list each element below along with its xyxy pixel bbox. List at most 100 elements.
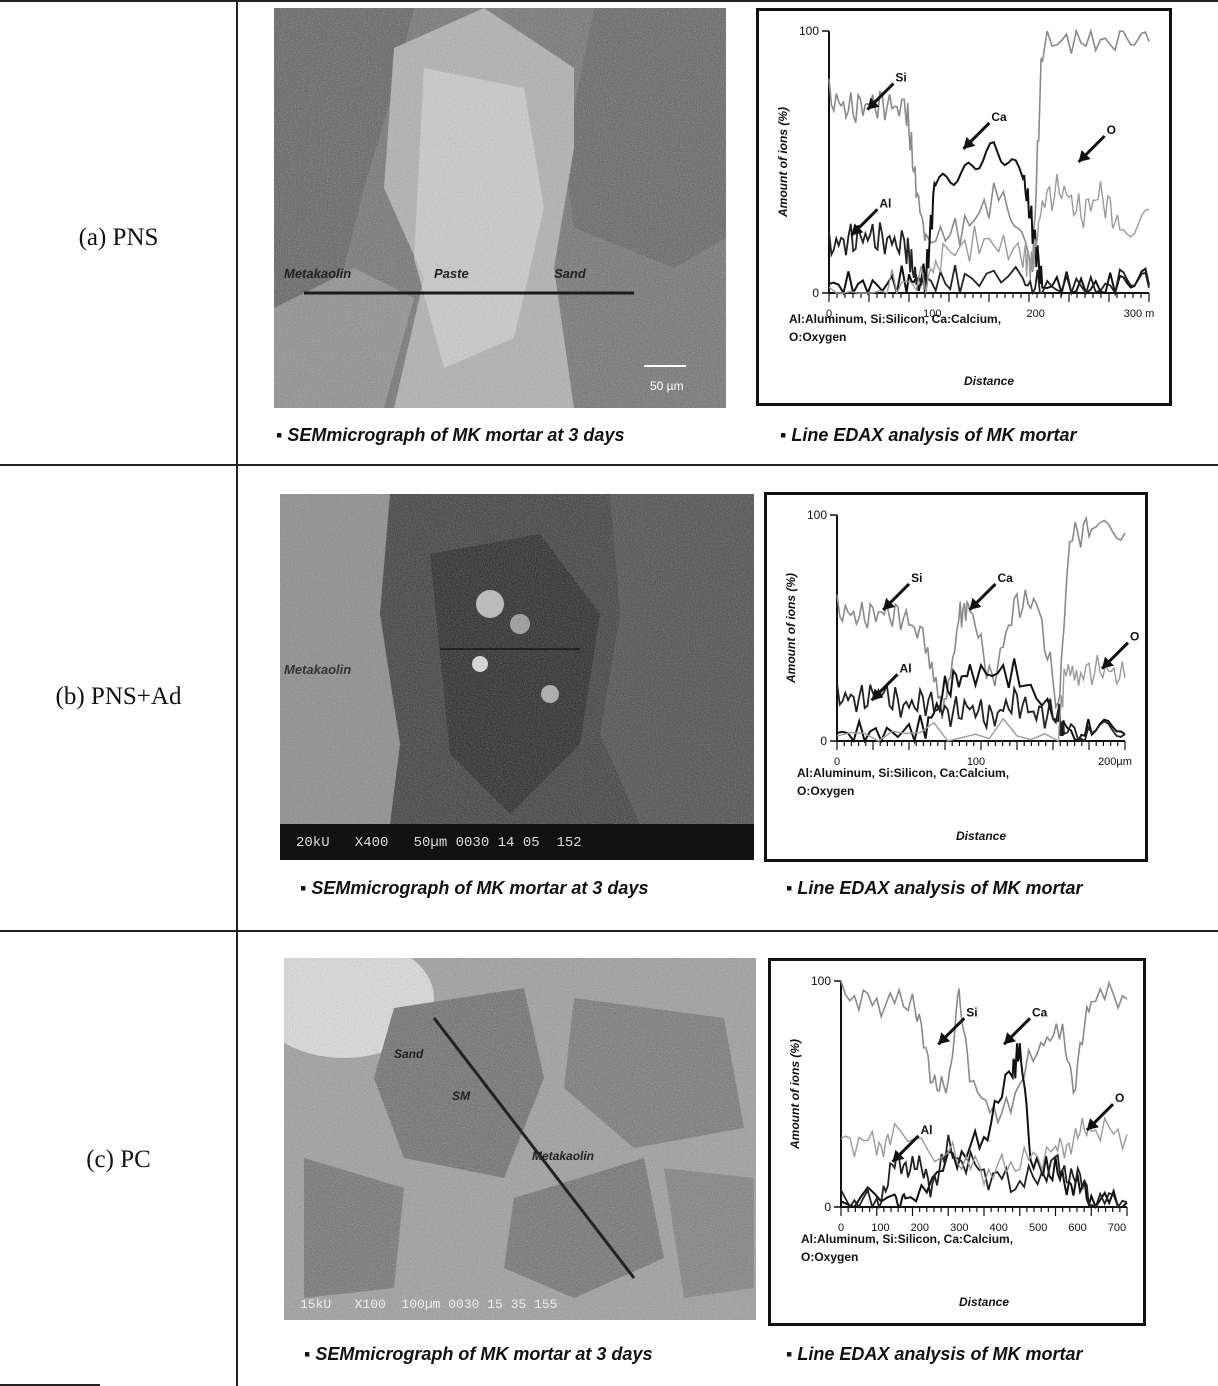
edax-chart-pns: 100 0 0 100 200 300 m Amount of ions (%) Si Ca Al… (756, 8, 1172, 406)
sem-label-metakaolin: Metakaolin (284, 266, 351, 281)
sem-label-metakaolin: Metakaolin (532, 1149, 594, 1163)
y-tick-label: 0 (820, 734, 827, 748)
x-tick-label: 200 (1026, 308, 1044, 320)
row-divider-2 (0, 930, 1218, 932)
x-tick-label: 200 (911, 1222, 929, 1234)
series-line-al (840, 1134, 1128, 1210)
row-label-pns: (a) PNS (78, 224, 159, 251)
y-tick-label: 0 (812, 286, 819, 300)
legend-line: Al:Aluminum, Si:Silicon, Ca:Calcium, (797, 766, 1009, 780)
y-axis-label: Amount of ions (%) (776, 107, 790, 218)
series-line-o (828, 173, 1150, 296)
y-tick-label: 100 (799, 24, 819, 38)
sem-caption-text: SEMmicrograph of MK mortar at 3 days (311, 878, 649, 898)
x-tick-label: 600 (1068, 1222, 1086, 1234)
edax-chart-pc: 100 0 0 100 200 300 400 500 600 700 Amount of ions… (768, 958, 1146, 1326)
annotation-label-al: Al (879, 196, 891, 210)
x-tick-label: 0 (838, 1222, 844, 1234)
annotation-label-si: Si (895, 71, 906, 85)
x-axis-label: Distance (964, 374, 1014, 388)
sem-info-strip: 15kU X100 100µm 0030 15 35 155 (300, 1297, 557, 1312)
x-tick-label: 100 (923, 308, 941, 320)
y-tick-label: 100 (811, 974, 831, 988)
x-tick-label: 300 (950, 1222, 968, 1234)
annotation-arrowhead-ca (969, 597, 982, 610)
sem-label-paste: Paste (434, 266, 469, 281)
sem-caption-pc: ▪ SEMmicrograph of MK mortar at 3 days (304, 1344, 653, 1364)
sem-info-strip: 20kU X400 50µm 0030 14 05 152 (296, 835, 582, 851)
x-tick-label: 0 (826, 308, 832, 320)
sem-caption-text: SEMmicrograph of MK mortar at 3 days (315, 1344, 653, 1364)
annotation-arrowhead-al (851, 223, 864, 236)
annotation-arrowhead-ca (963, 136, 976, 149)
legend-line: Al:Aluminum, Si:Silicon, Ca:Calcium, (789, 312, 1001, 326)
series-line-si (840, 980, 1128, 1126)
series-line-al (836, 683, 1126, 743)
edax-caption-text: Line EDAX analysis of MK mortar (797, 878, 1083, 898)
series-line-ca (836, 658, 1126, 745)
x-axis-label: Distance (959, 1295, 1009, 1309)
annotation-arrowhead-si (867, 97, 880, 110)
annotation-label-ca: Ca (1032, 1005, 1048, 1019)
annotation-arrowhead-si (938, 1032, 951, 1045)
annotation-arrowhead-o (1086, 1118, 1099, 1131)
table-border-top (0, 0, 1218, 2)
sem-caption-text: SEMmicrograph of MK mortar at 3 days (287, 425, 625, 445)
annotation-arrowhead-si (883, 597, 896, 610)
annotation-arrowhead-o (1078, 150, 1091, 162)
annotation-label-o: O (1107, 123, 1116, 137)
x-tick-label: 100 (967, 756, 985, 768)
x-tick-label: 0 (834, 756, 840, 768)
sem-label-sand: Sand (394, 1047, 424, 1061)
edax-caption-pc: ▪ Line EDAX analysis of MK mortar (786, 1344, 1083, 1364)
legend-line: O:Oxygen (797, 784, 854, 798)
annotation-label-si: Si (966, 1005, 977, 1019)
sem-caption-pns: ▪ SEMmicrograph of MK mortar at 3 days (276, 425, 625, 445)
annotation-label-o: O (1115, 1091, 1124, 1105)
sem-caption-pns-ad: ▪ SEMmicrograph of MK mortar at 3 days (300, 878, 649, 898)
x-tick-label: 400 (990, 1222, 1008, 1234)
x-tick-label: 700 (1108, 1222, 1126, 1234)
y-axis-label: Amount of ions (%) (784, 573, 798, 684)
sem-label-sm: SM (452, 1089, 471, 1103)
annotation-label-al: Al (920, 1123, 932, 1137)
edax-caption-pns-ad: ▪ Line EDAX analysis of MK mortar (786, 878, 1083, 898)
y-axis-label: Amount of ions (%) (788, 1039, 802, 1150)
series-line-al (828, 222, 1150, 297)
x-tick-label: 200µm (1098, 756, 1132, 768)
annotation-label-o: O (1130, 630, 1139, 644)
series-line-o (836, 654, 1126, 743)
column-divider (236, 0, 238, 1386)
series-line-o (840, 1116, 1128, 1188)
annotation-arrowhead-al (892, 1149, 905, 1162)
sem-label-metakaolin: Metakaolin (284, 662, 351, 677)
annotation-arrowhead-o (1101, 656, 1114, 669)
y-tick-label: 0 (824, 1200, 831, 1214)
legend-line: O:Oxygen (789, 330, 846, 344)
y-tick-label: 100 (807, 508, 827, 522)
x-tick-label: 500 (1029, 1222, 1047, 1234)
legend-line: O:Oxygen (801, 1250, 858, 1264)
row-label-pc: (c) PC (86, 1146, 151, 1173)
row-label-pns-ad: (b) PNS+Ad (55, 683, 182, 710)
series-line-ca (828, 140, 1150, 297)
row-divider-1 (0, 464, 1218, 466)
series-line-si (828, 28, 1150, 272)
legend-line: Al:Aluminum, Si:Silicon, Ca:Calcium, (801, 1232, 1013, 1246)
sem-scalebar-label: 50 µm (650, 379, 684, 393)
annotation-arrowhead-ca (1004, 1032, 1017, 1045)
table-border-bottom-stub (0, 1384, 100, 1386)
x-tick-label: 100 (871, 1222, 889, 1234)
x-axis-label: Distance (956, 829, 1006, 843)
sem-micrograph-pns: Metakaolin Paste Sand 50 µm (274, 8, 726, 408)
annotation-label-al: Al (900, 661, 912, 675)
annotation-arrowhead-al (871, 688, 884, 701)
sem-micrograph-pns-ad: Metakaolin 20kU X400 50µm 0030 14 05 152 (280, 494, 754, 860)
annotation-label-si: Si (911, 571, 922, 585)
series-line-si (836, 515, 1126, 720)
edax-caption-pns: ▪ Line EDAX analysis of MK mortar (780, 425, 1077, 445)
edax-caption-text: Line EDAX analysis of MK mortar (791, 425, 1077, 445)
annotation-label-ca: Ca (991, 110, 1007, 124)
sem-micrograph-pc: Sand SM Metakaolin 15kU X100 100µm 0030 … (284, 958, 756, 1320)
